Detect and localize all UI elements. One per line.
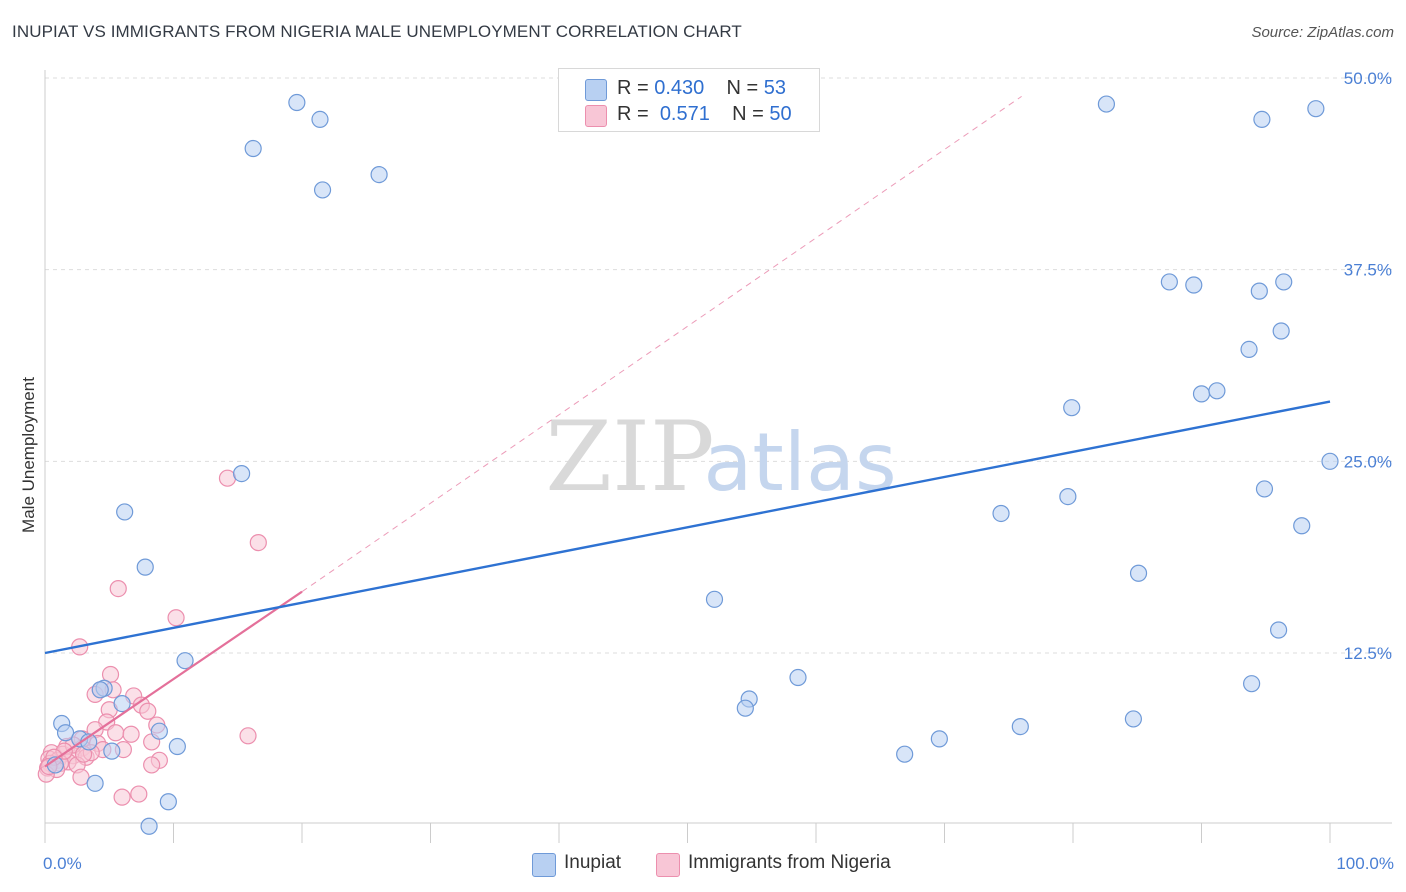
legend-swatch-pink — [585, 105, 607, 127]
data-point-inupiat — [1129, 564, 1148, 582]
legend-r-label: R = — [617, 77, 655, 99]
data-point-inupiat — [1243, 675, 1261, 693]
data-point-inupiat — [705, 590, 724, 608]
data-point-inupiat — [140, 817, 158, 835]
data-point-inupiat — [896, 745, 914, 763]
axes — [44, 70, 1392, 843]
legend-r-value: 0.430 — [654, 77, 705, 99]
watermark-zip: ZIP — [545, 401, 714, 513]
x-tick-label: 0.0% — [43, 854, 82, 873]
data-point-inupiat — [1063, 399, 1081, 417]
data-point-inupiat — [1269, 621, 1288, 639]
data-point-inupiat — [736, 699, 754, 717]
data-point-nigeria — [249, 533, 267, 552]
data-point-nigeria — [130, 785, 148, 803]
data-point-inupiat — [1124, 710, 1142, 728]
y-tick-label: 37.5% — [1344, 261, 1392, 280]
data-point-inupiat — [1160, 273, 1178, 291]
legend-swatch-blue — [585, 79, 607, 101]
data-point-inupiat — [91, 681, 109, 699]
series-legend: Inupiat Immigrants from Nigeria — [0, 850, 1406, 880]
data-point-inupiat — [116, 503, 134, 521]
tick-labels: 12.5% 25.0% 37.5% 50.0% 0.0% 100.0% — [43, 69, 1394, 873]
data-point-inupiat — [1272, 322, 1290, 340]
gridlines — [45, 77, 1392, 654]
data-point-inupiat — [789, 668, 807, 687]
data-point-inupiat — [311, 110, 329, 129]
data-point-nigeria — [167, 609, 185, 627]
data-point-inupiat — [930, 730, 948, 748]
data-point-nigeria — [143, 756, 161, 774]
correlation-legend: R = 0.430 N = 53 R = 0.571 N = 50 — [558, 68, 820, 132]
data-point-nigeria — [113, 788, 131, 806]
source-credit: Source: ZipAtlas.com — [1251, 24, 1394, 41]
data-point-inupiat — [288, 93, 306, 112]
data-point-inupiat — [233, 465, 251, 483]
data-point-inupiat — [159, 793, 177, 811]
series-inupiat — [46, 93, 1339, 835]
legend-r-value: 0.571 — [659, 103, 710, 125]
series-immigrants-from-nigeria — [37, 469, 267, 806]
data-point-inupiat — [1253, 110, 1271, 129]
data-point-inupiat — [370, 166, 388, 184]
data-point-inupiat — [1250, 282, 1268, 300]
data-point-inupiat — [86, 774, 104, 792]
y-tick-label: 50.0% — [1344, 69, 1392, 88]
data-point-inupiat — [1240, 340, 1258, 358]
data-point-nigeria — [109, 579, 127, 598]
data-point-nigeria — [122, 725, 140, 743]
data-point-inupiat — [103, 742, 121, 760]
legend-swatch-pink — [656, 853, 680, 877]
data-point-inupiat — [1275, 273, 1293, 291]
data-point-inupiat — [168, 737, 186, 756]
legend-r-label: R = — [617, 103, 655, 125]
y-axis-label: Male Unemployment — [19, 377, 38, 533]
data-point-inupiat — [992, 504, 1010, 523]
data-point-inupiat — [136, 558, 154, 576]
legend-n-label: N = — [732, 103, 770, 125]
legend-swatch-blue — [532, 853, 556, 877]
data-point-inupiat — [1059, 488, 1077, 506]
data-point-nigeria — [239, 727, 257, 745]
data-point-inupiat — [176, 652, 194, 670]
data-point-inupiat — [1321, 452, 1339, 470]
legend-label-nigeria: Immigrants from Nigeria — [688, 852, 891, 873]
data-point-nigeria — [72, 768, 90, 786]
data-point-inupiat — [1011, 717, 1029, 736]
legend-n-label: N = — [726, 77, 764, 99]
data-point-nigeria — [107, 724, 125, 742]
data-point-inupiat — [313, 181, 332, 199]
data-point-inupiat — [244, 139, 262, 158]
data-point-inupiat — [56, 724, 75, 742]
data-point-inupiat — [1293, 517, 1311, 535]
trend-lines — [44, 95, 1331, 768]
data-point-inupiat — [1192, 385, 1211, 403]
chart-title: INUPIAT VS IMMIGRANTS FROM NIGERIA MALE … — [12, 22, 742, 41]
legend-n-value: 53 — [763, 77, 787, 99]
legend-label-inupiat: Inupiat — [564, 852, 622, 873]
data-point-inupiat — [1208, 382, 1226, 400]
y-tick-label: 12.5% — [1344, 644, 1392, 663]
data-point-inupiat — [1307, 100, 1325, 118]
data-point-inupiat — [150, 722, 168, 740]
data-point-inupiat — [113, 694, 131, 713]
data-point-nigeria — [139, 702, 157, 720]
trend-line-inupiat — [44, 400, 1331, 655]
watermark-atlas: atlas — [703, 416, 896, 509]
data-point-inupiat — [1185, 276, 1203, 294]
trend-line-nigeria — [44, 590, 303, 768]
x-tick-label: 100.0% — [1336, 854, 1394, 873]
legend-n-value: 50 — [769, 103, 792, 125]
data-point-inupiat — [1097, 95, 1116, 113]
data-point-inupiat — [1255, 480, 1274, 498]
y-tick-label: 25.0% — [1344, 452, 1392, 471]
trend-extension-nigeria — [301, 95, 1022, 593]
